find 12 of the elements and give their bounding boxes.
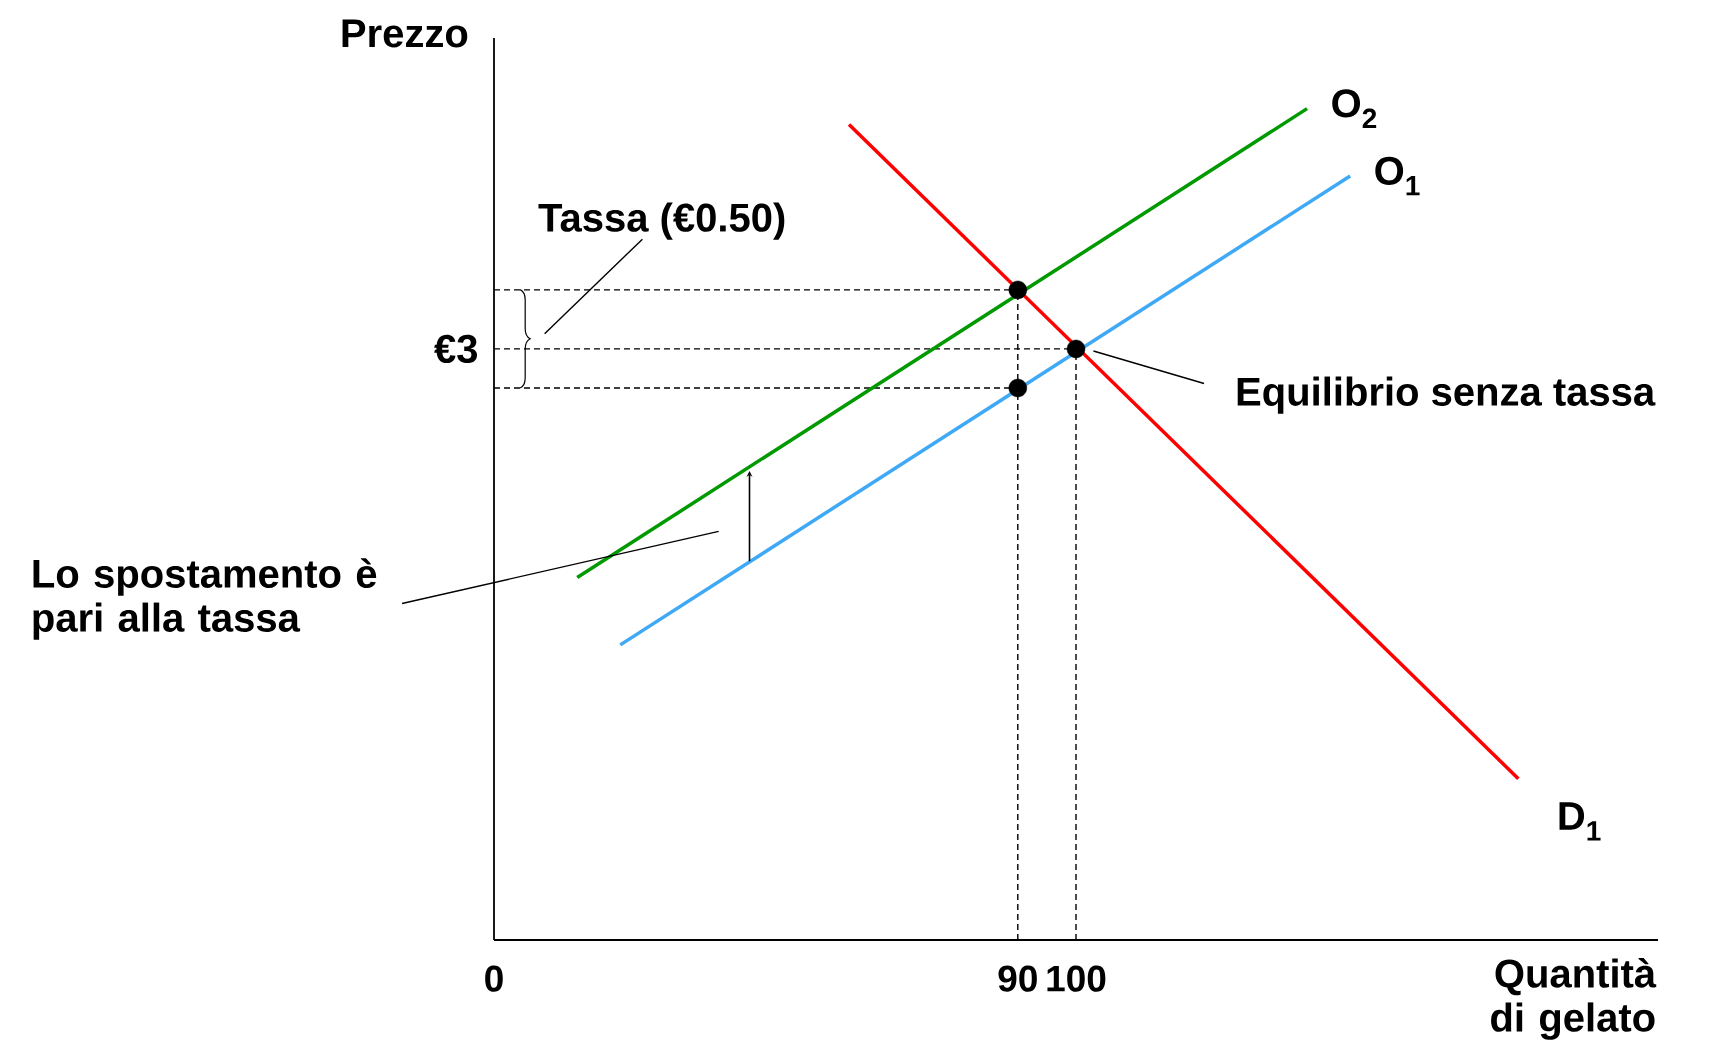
x-tick-label: 100 [1047, 965, 1106, 992]
annotation: Equilibrio senza tassa [1237, 376, 1656, 414]
annotation: €3 [434, 334, 478, 364]
annotation: Tassa (€0.50) [538, 202, 785, 240]
x-tick-label: 90 [998, 965, 1037, 992]
x-tick-label: 0 [485, 965, 503, 992]
text: Lo spostamento è pari alla tassa [33, 558, 377, 640]
x-axis-title: Quantità di gelato [1491, 958, 1657, 1040]
series-label: D$_{1}$ [1559, 802, 1601, 841]
series-label: O$_{1}$ [1375, 156, 1420, 196]
y-axis-title: Prezzo [342, 19, 468, 48]
series-label: O$_{2}$ [1332, 89, 1377, 129]
